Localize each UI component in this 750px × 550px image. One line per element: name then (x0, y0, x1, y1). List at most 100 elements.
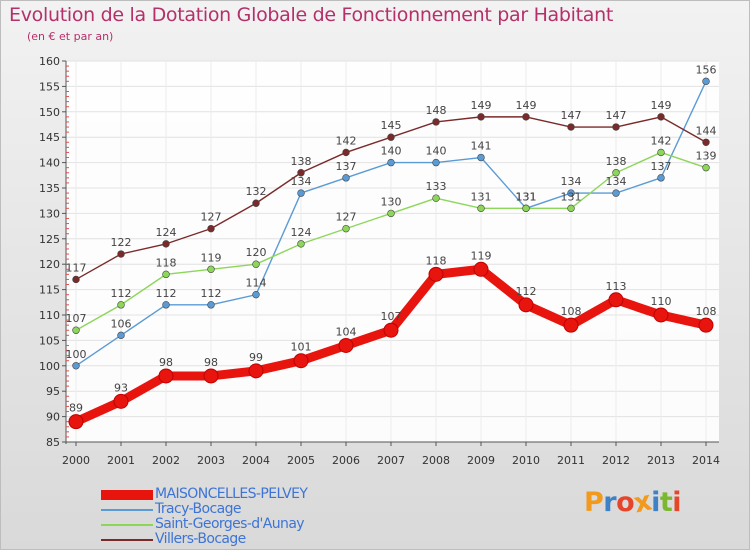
data-point-tracy-bocage (702, 77, 710, 86)
legend-label: MAISONCELLES-PELVEY (155, 486, 308, 502)
data-label-saint-georges-d-aunay: 124 (291, 226, 312, 239)
data-label-saint-georges-d-aunay: 142 (651, 134, 672, 147)
y-tick-label: 140 (39, 157, 60, 170)
data-point-tracy-bocage (612, 189, 620, 197)
data-point-villers-bocage (162, 240, 170, 248)
y-tick-label: 90 (46, 411, 60, 424)
data-point-saint-georges-d-aunay (657, 148, 665, 157)
legend-swatch (101, 490, 153, 500)
data-point-saint-georges-d-aunay (567, 204, 575, 213)
data-label-saint-georges-d-aunay: 112 (111, 287, 132, 300)
x-tick-label: 2010 (512, 454, 540, 467)
data-point-maisoncelles-pelvey (563, 317, 579, 333)
y-tick-label: 145 (39, 131, 60, 144)
data-label-villers-bocage: 149 (471, 99, 492, 112)
x-tick-label: 2004 (242, 454, 270, 467)
logo-letter: o (616, 487, 635, 518)
data-point-maisoncelles-pelvey (698, 317, 714, 333)
data-label-maisoncelles-pelvey: 108 (696, 305, 717, 318)
data-label-saint-georges-d-aunay: 138 (606, 155, 627, 168)
data-label-villers-bocage: 124 (156, 226, 177, 239)
y-tick-label: 135 (39, 182, 60, 195)
data-label-tracy-bocage: 131 (516, 190, 537, 203)
y-tick-label: 155 (39, 80, 60, 93)
data-point-villers-bocage (522, 113, 530, 121)
data-point-maisoncelles-pelvey (293, 353, 309, 369)
data-label-tracy-bocage: 100 (66, 348, 87, 361)
y-tick-label: 120 (39, 258, 60, 271)
x-tick-label: 2008 (422, 454, 450, 467)
data-point-saint-georges-d-aunay (117, 301, 125, 309)
data-point-tracy-bocage (477, 153, 485, 162)
data-label-villers-bocage: 145 (381, 119, 402, 132)
y-tick-label: 100 (39, 360, 60, 373)
data-label-tracy-bocage: 112 (156, 287, 177, 300)
logo-letter: t (659, 487, 673, 518)
data-label-saint-georges-d-aunay: 131 (516, 190, 537, 203)
data-point-saint-georges-d-aunay (342, 224, 350, 233)
data-point-villers-bocage (567, 123, 575, 131)
y-tick-label: 115 (39, 284, 60, 297)
data-label-maisoncelles-pelvey: 113 (606, 280, 627, 293)
data-point-villers-bocage (342, 148, 350, 157)
data-point-saint-georges-d-aunay (72, 326, 80, 334)
legend-swatch (101, 539, 153, 541)
y-tick-label: 150 (39, 106, 60, 119)
proxiti-logo: Proxiti (584, 486, 682, 520)
data-label-saint-georges-d-aunay: 127 (336, 211, 357, 224)
data-label-villers-bocage: 138 (291, 155, 312, 168)
x-tick-label: 2011 (557, 454, 585, 467)
data-label-maisoncelles-pelvey: 107 (381, 310, 402, 323)
data-point-saint-georges-d-aunay (387, 209, 395, 218)
data-point-villers-bocage (477, 113, 485, 121)
legend-swatch (101, 509, 153, 511)
data-label-tracy-bocage: 114 (246, 277, 267, 290)
logo-letter: r (603, 487, 617, 518)
data-point-tracy-bocage (432, 158, 440, 167)
data-point-maisoncelles-pelvey (113, 393, 129, 409)
data-point-tracy-bocage (567, 189, 575, 197)
data-label-villers-bocage: 149 (651, 99, 672, 112)
data-label-saint-georges-d-aunay: 118 (156, 256, 177, 269)
data-point-villers-bocage (207, 224, 215, 233)
data-label-villers-bocage: 127 (201, 211, 222, 224)
data-point-villers-bocage (657, 113, 665, 121)
data-point-saint-georges-d-aunay (162, 270, 170, 279)
logo-letter: P (584, 487, 604, 518)
data-label-maisoncelles-pelvey: 99 (249, 351, 263, 364)
data-label-maisoncelles-pelvey: 93 (114, 381, 128, 394)
data-point-tracy-bocage (657, 174, 665, 182)
data-point-maisoncelles-pelvey (518, 297, 534, 313)
data-point-villers-bocage (72, 275, 80, 284)
data-point-tracy-bocage (162, 301, 170, 309)
data-label-saint-georges-d-aunay: 133 (426, 180, 447, 193)
y-tick-label: 130 (39, 207, 60, 220)
data-point-maisoncelles-pelvey (653, 307, 669, 323)
data-point-villers-bocage (117, 250, 125, 258)
data-point-villers-bocage (387, 133, 395, 141)
data-point-saint-georges-d-aunay (522, 204, 530, 213)
x-tick-label: 2003 (197, 454, 225, 467)
data-label-tracy-bocage: 140 (426, 145, 447, 158)
y-tick-label: 85 (46, 436, 60, 449)
data-point-maisoncelles-pelvey (158, 368, 174, 384)
data-point-tracy-bocage (117, 331, 125, 340)
x-tick-label: 2013 (647, 454, 675, 467)
data-point-tracy-bocage (252, 290, 260, 299)
data-point-tracy-bocage (207, 301, 215, 309)
data-label-maisoncelles-pelvey: 104 (336, 325, 357, 338)
x-tick-label: 2006 (332, 454, 360, 467)
data-label-saint-georges-d-aunay: 107 (66, 312, 87, 325)
data-label-saint-georges-d-aunay: 130 (381, 195, 402, 208)
data-label-villers-bocage: 147 (561, 109, 582, 122)
data-label-villers-bocage: 149 (516, 99, 537, 112)
data-point-villers-bocage (432, 118, 440, 126)
chart-title: Evolution de la Dotation Globale de Fonc… (9, 4, 614, 26)
data-point-maisoncelles-pelvey (68, 414, 84, 430)
data-label-tracy-bocage: 134 (606, 175, 627, 188)
y-tick-label: 95 (46, 385, 60, 398)
y-tick-label: 105 (39, 334, 60, 347)
data-label-maisoncelles-pelvey: 98 (204, 356, 218, 369)
